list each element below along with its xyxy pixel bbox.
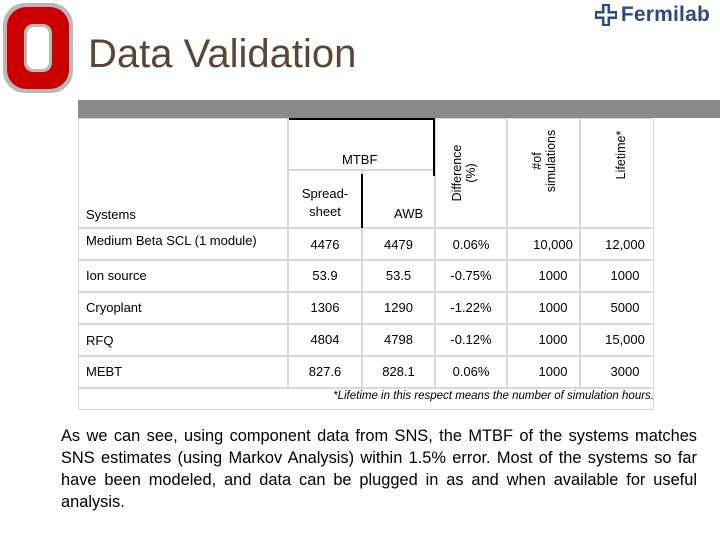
row-awb: 53.5 bbox=[385, 268, 412, 283]
table-row: Medium Beta SCL (1 module) bbox=[79, 229, 287, 259]
row-simulations: 1000 bbox=[538, 332, 568, 347]
header-cell-simulations: #of simulations bbox=[508, 119, 579, 227]
table-row: Ion source bbox=[79, 261, 287, 291]
validation-table: Systems MTBF Spread-sheet AWB Difference… bbox=[78, 118, 654, 410]
row-difference: -0.75% bbox=[450, 268, 492, 283]
header-systems: Systems bbox=[86, 207, 136, 222]
header-rule-top bbox=[289, 118, 434, 120]
row-spreadsheet: 53.9 bbox=[312, 268, 338, 283]
header-rule-mid bbox=[361, 174, 363, 228]
row-lifetime: 3000 bbox=[610, 364, 640, 379]
header-difference: Difference (%) bbox=[450, 144, 478, 202]
row-difference: 0.06% bbox=[452, 364, 490, 379]
row-difference: 0.06% bbox=[452, 237, 490, 252]
row-system: Ion source bbox=[86, 268, 147, 283]
row-lifetime: 5000 bbox=[610, 300, 640, 315]
header-cell-spreadsheet: Spread-sheet bbox=[289, 171, 361, 227]
header-cell-difference: Difference (%) bbox=[436, 119, 506, 227]
row-difference: -1.22% bbox=[450, 300, 492, 315]
header-rule-right bbox=[433, 118, 435, 176]
header-spreadsheet: Spread-sheet bbox=[301, 186, 349, 219]
fermilab-logo-icon bbox=[594, 4, 617, 26]
row-simulations: 1000 bbox=[538, 364, 568, 379]
row-awb: 1290 bbox=[384, 300, 413, 315]
row-lifetime: 1000 bbox=[610, 268, 640, 283]
header-mtbf: MTBF bbox=[342, 152, 378, 167]
header-cell-awb: AWB bbox=[363, 171, 434, 227]
row-spreadsheet: 4476 bbox=[310, 237, 340, 252]
block-o-logo-icon bbox=[3, 3, 73, 93]
row-lifetime: 15,000 bbox=[605, 332, 645, 347]
header-simulations: #of simulations bbox=[530, 129, 558, 193]
page-title: Data Validation bbox=[88, 32, 357, 76]
row-system: RFQ bbox=[86, 333, 114, 348]
table-row: Cryoplant bbox=[79, 293, 287, 323]
table-footnote: *Lifetime in this respect means the numb… bbox=[333, 390, 654, 402]
header-cell-lifetime: Lifetime* bbox=[581, 119, 653, 227]
table-row: RFQ bbox=[79, 325, 287, 355]
footnote-row bbox=[79, 389, 653, 409]
row-awb: 4798 bbox=[384, 332, 413, 347]
body-paragraph: As we can see, using component data from… bbox=[61, 427, 697, 511]
row-spreadsheet: 1306 bbox=[310, 300, 340, 315]
header-awb: AWB bbox=[394, 206, 424, 221]
row-system: Cryoplant bbox=[86, 300, 142, 315]
row-simulations: 10,000 bbox=[533, 237, 573, 252]
brand-name: Fermilab bbox=[620, 3, 710, 26]
row-simulations: 1000 bbox=[538, 268, 568, 283]
header-cell-systems: Systems bbox=[79, 119, 287, 227]
header-lifetime: Lifetime* bbox=[614, 130, 628, 180]
row-system: Medium Beta SCL (1 module) bbox=[86, 233, 257, 248]
header-divider-band bbox=[78, 100, 720, 118]
row-system: MEBT bbox=[86, 364, 123, 379]
row-awb: 828.1 bbox=[382, 364, 415, 379]
row-spreadsheet: 4804 bbox=[310, 332, 340, 347]
header-cell-mtbf: MTBF bbox=[289, 119, 434, 169]
row-simulations: 1000 bbox=[538, 300, 568, 315]
row-awb: 4479 bbox=[384, 237, 413, 252]
table-row: MEBT bbox=[79, 357, 287, 387]
fermilab-brand: Fermilab bbox=[594, 2, 710, 28]
row-lifetime: 12,000 bbox=[605, 237, 645, 252]
row-difference: -0.12% bbox=[450, 332, 492, 347]
row-spreadsheet: 827.6 bbox=[308, 364, 342, 379]
